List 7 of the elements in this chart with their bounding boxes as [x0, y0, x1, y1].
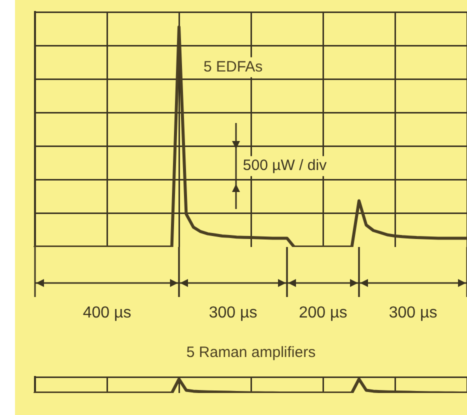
text: 400 µs [82, 304, 132, 322]
text: 200 µs [298, 304, 348, 322]
series-label: 5 Raman amplifiers [186, 344, 316, 362]
series-label: 5 EDFAs [203, 58, 263, 76]
text: 300 µs [388, 304, 438, 322]
text: 300 µs [208, 304, 258, 322]
annotation: 500 µW / div [242, 157, 328, 174]
